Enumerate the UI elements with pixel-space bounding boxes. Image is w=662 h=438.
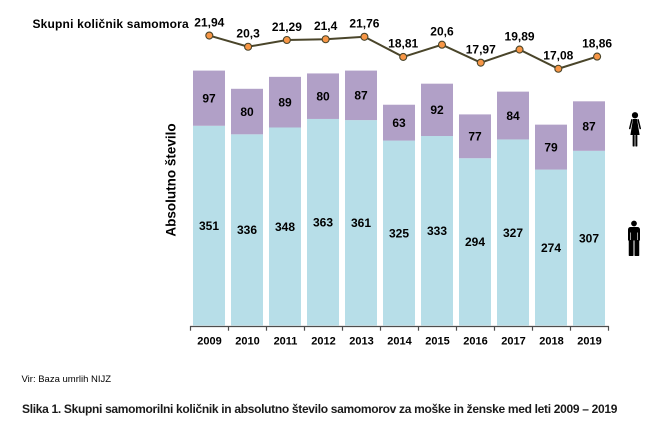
bar-label-female-2013: 87 [354,89,368,103]
rate-label-2015: 20,6 [430,25,454,39]
x-axis-label-2014: 2014 [387,336,412,348]
rate-marker-2018 [554,64,563,73]
x-axis-label-2018: 2018 [539,336,563,348]
x-axis-label-2009: 2009 [197,336,221,348]
bar-label-female-2011: 89 [278,95,292,109]
bar-label-male-2017: 327 [503,226,523,240]
bar-label-female-2019: 87 [582,119,596,133]
bar-label-male-2010: 336 [237,223,257,237]
bar-label-female-2017: 84 [506,109,520,123]
rate-label-2013: 21,76 [349,17,379,31]
rate-marker-2015 [437,40,447,49]
bar-female-2013 [345,70,377,121]
rate-marker-2014 [399,52,408,61]
bar-male-2016 [459,158,491,326]
bar-female-2016 [459,114,491,159]
bar-male-2009 [193,125,225,326]
bar-label-female-2012: 80 [316,89,330,103]
source-note: Vir: Baza umrlih NIJZ [21,373,112,385]
x-axis-label-2015: 2015 [425,336,449,348]
figure-caption: Slika 1. Skupni samomorilni količnik in … [22,401,618,416]
bar-label-male-2013: 361 [351,216,371,230]
bar-label-male-2014: 325 [389,226,409,240]
x-axis-label-2011: 2011 [274,336,298,348]
rate-marker-2013 [360,32,369,41]
bar-label-female-2010: 80 [240,105,254,119]
bar-label-male-2016: 294 [465,235,485,249]
x-axis-label-2019: 2019 [577,336,601,348]
rate-marker-2009 [205,31,214,40]
bar-label-female-2016: 77 [468,130,482,144]
bar-male-2017 [497,139,529,326]
woman-icon [629,112,641,147]
bar-female-2019 [573,101,605,151]
bar-label-female-2018: 79 [544,140,558,154]
chart-canvas: 351 97 336 80 348 89 363 80 361 87 325 63 333 92 294 77… [189,15,641,348]
rate-label-2009: 21,94 [194,15,224,29]
bar-label-female-2015: 92 [430,103,444,117]
rate-label-2016: 17,97 [466,42,496,56]
x-axis-label-2017: 2017 [501,336,525,348]
bar-label-male-2018: 274 [541,241,561,255]
x-axis-label-2016: 2016 [463,336,487,348]
bar-male-2014 [383,140,415,326]
bar-label-male-2019: 307 [579,231,599,245]
bar-label-female-2009: 97 [202,91,216,105]
bar-female-2012 [307,73,339,119]
bar-label-male-2015: 333 [427,224,447,238]
rate-marker-2011 [282,35,291,45]
bar-male-2015 [421,136,453,326]
chart-title: Skupni količnik samomora [32,16,189,31]
rate-marker-2012 [321,35,330,44]
rate-label-2014: 18,81 [388,37,418,51]
rate-marker-2016 [476,58,485,67]
rate-marker-2019 [593,52,602,61]
bar-female-2018 [535,124,567,170]
bar-label-male-2009: 351 [199,219,219,233]
bar-male-2012 [307,118,339,326]
bar-female-2014 [383,104,415,141]
man-icon [628,220,640,256]
bar-label-female-2014: 63 [392,116,406,130]
x-axis-label-2013: 2013 [349,336,373,348]
bar-male-2013 [345,120,377,326]
bar-female-2010 [231,88,263,135]
x-axis-label-2010: 2010 [235,336,259,348]
bar-female-2009 [193,70,225,126]
woman-icon-head [631,112,639,119]
rate-label-2011: 21,29 [272,20,302,34]
rate-marker-2017 [515,45,524,54]
bar-male-2011 [269,127,301,326]
bar-female-2017 [497,91,529,140]
bar-female-2011 [269,76,301,128]
x-axis-label-2012: 2012 [311,336,335,348]
rate-label-2012: 21,4 [314,19,338,33]
rate-label-2018: 17,08 [543,49,573,63]
bar-female-2015 [421,83,453,137]
man-icon-head [631,220,637,227]
bar-male-2018 [535,169,567,326]
bar-label-male-2012: 363 [313,216,333,230]
rate-label-2017: 19,89 [505,29,535,43]
rate-marker-2010 [244,42,253,51]
bar-male-2019 [573,150,605,326]
bar-male-2010 [231,134,263,326]
rate-label-2019: 18,86 [582,36,612,50]
rate-label-2010: 20,3 [236,27,260,41]
bar-label-male-2011: 348 [275,220,295,234]
